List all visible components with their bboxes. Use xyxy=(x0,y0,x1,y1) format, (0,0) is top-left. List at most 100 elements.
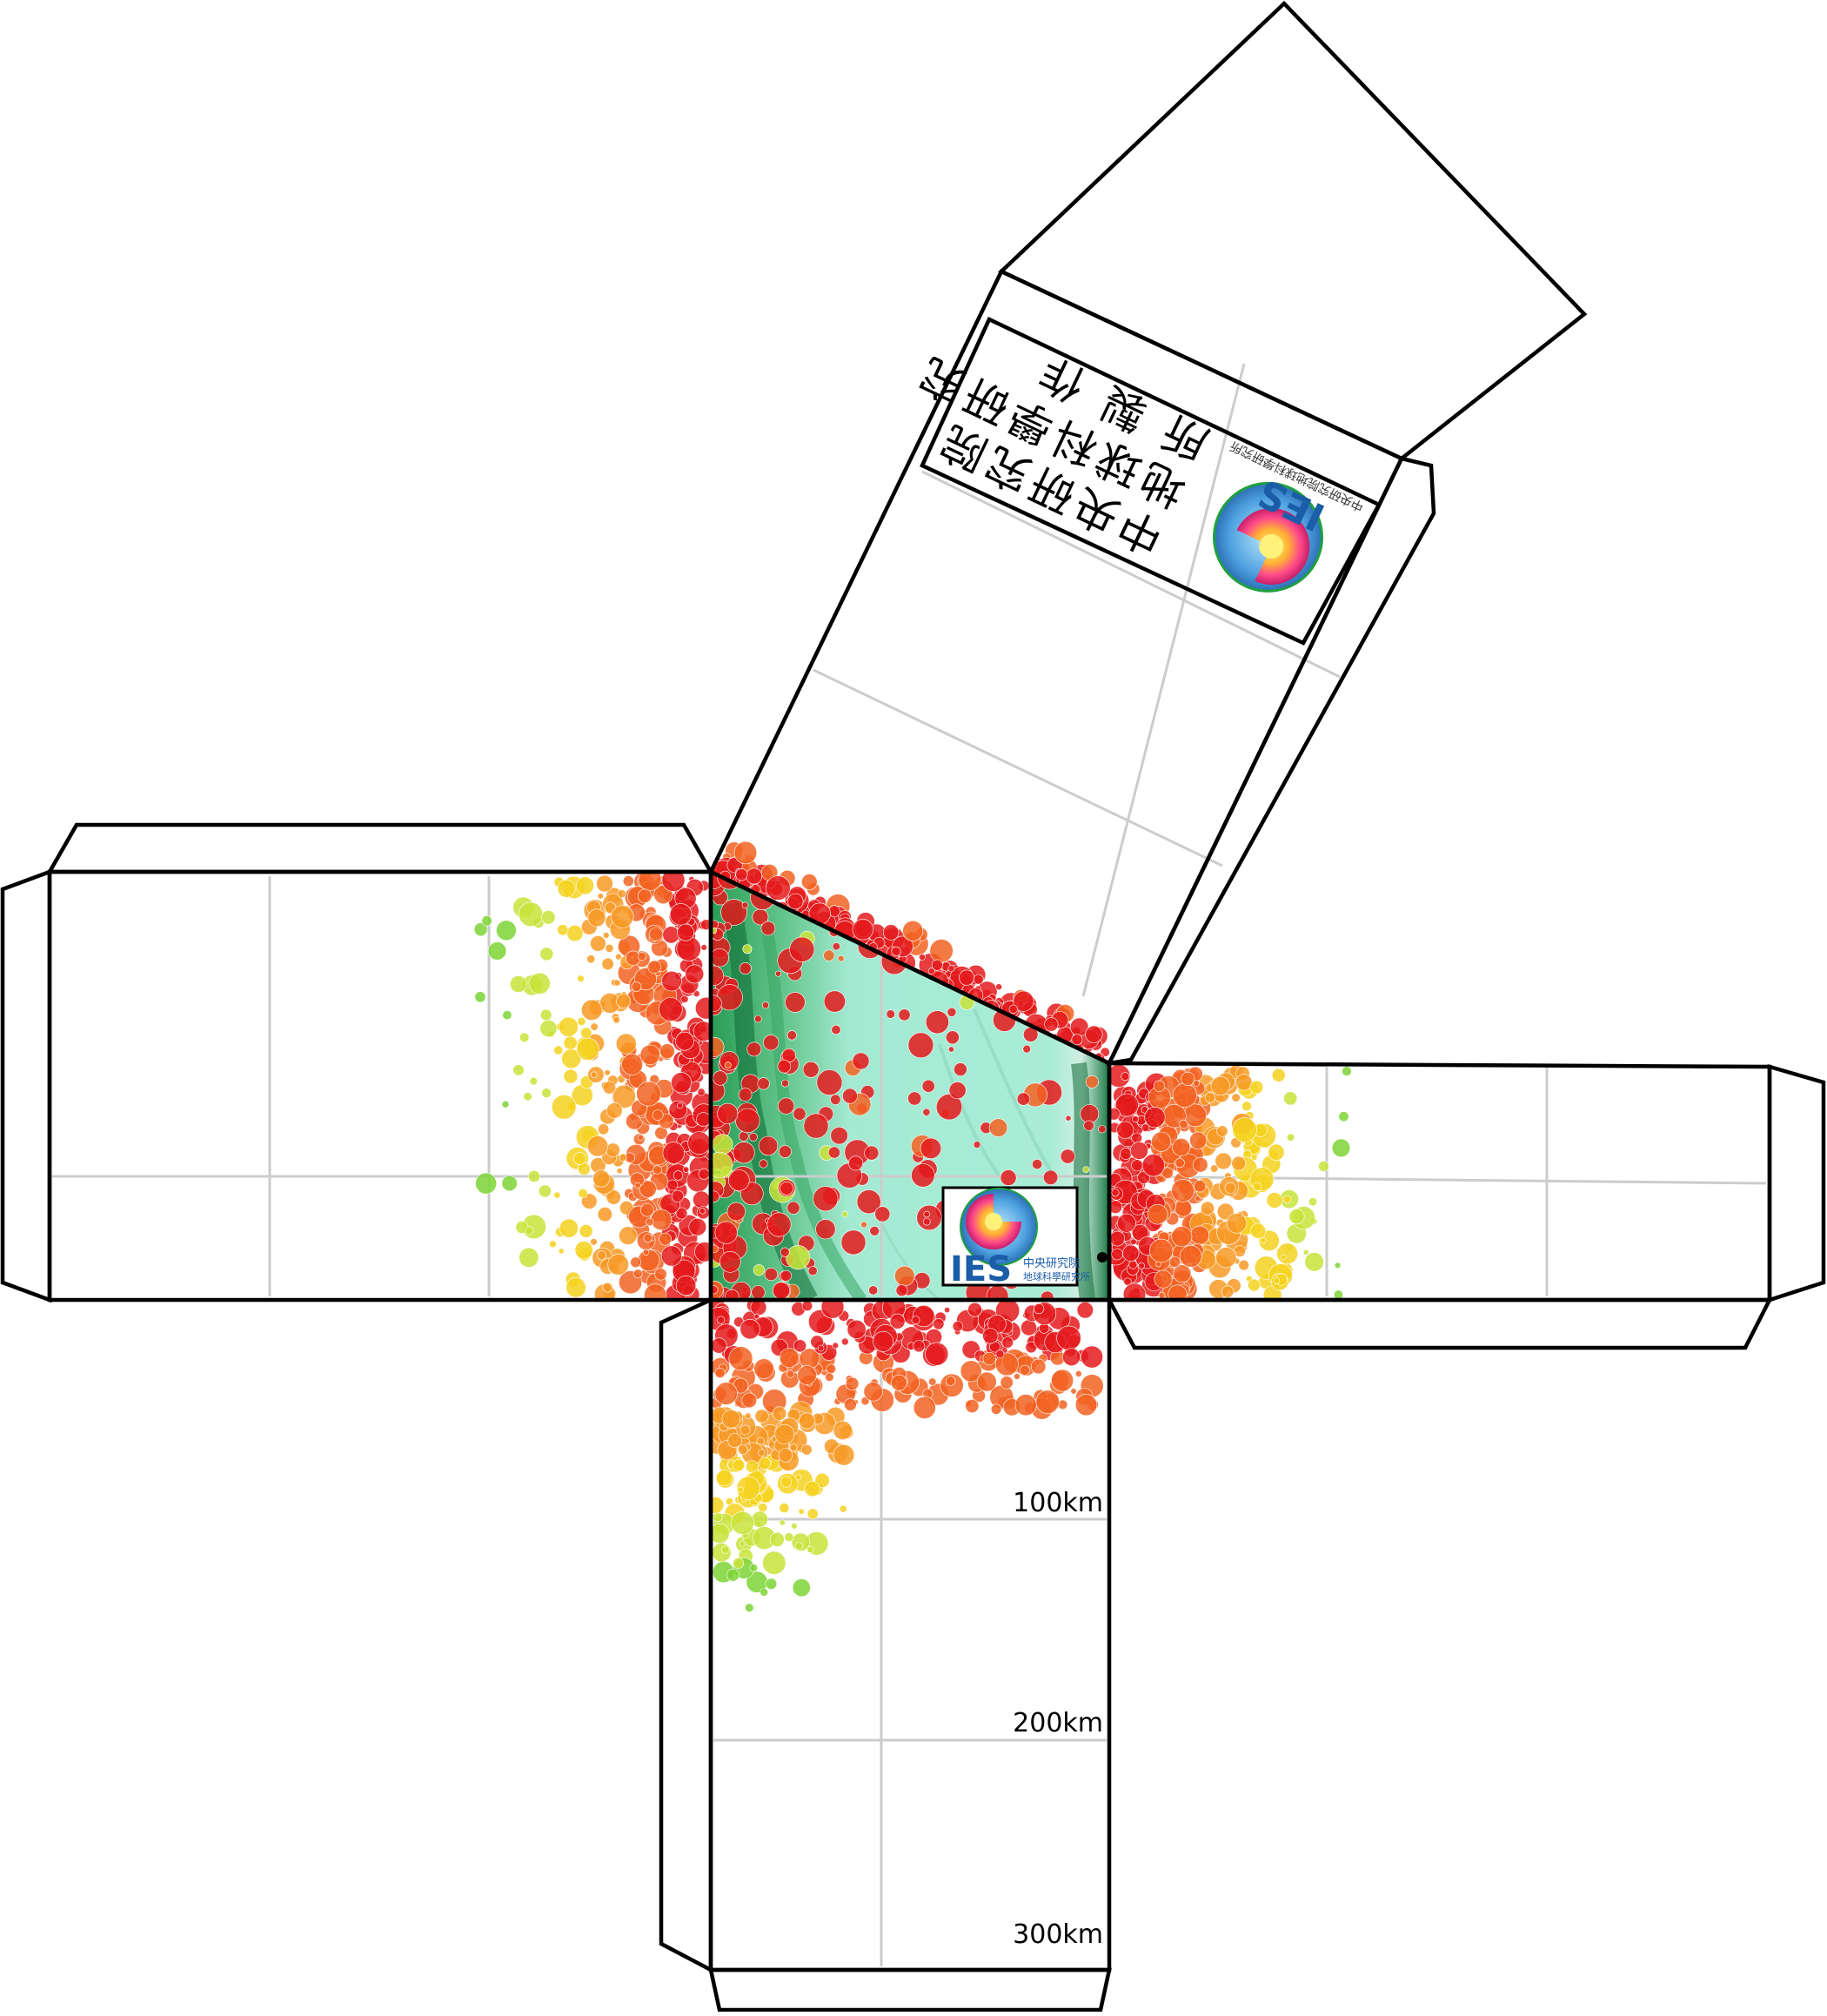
quake-dot-center xyxy=(711,948,729,968)
quake-dot-left xyxy=(559,1218,579,1238)
quake-dot-center xyxy=(786,1030,797,1041)
quake-dot-bottom xyxy=(806,1508,819,1520)
quake-dot-right xyxy=(1120,1148,1132,1160)
quake-dot-left xyxy=(474,991,486,1003)
quake-dot-left xyxy=(573,1152,586,1165)
depth-label-200km: 200km xyxy=(1013,1708,1103,1738)
quake-dot-top xyxy=(995,983,1002,991)
quake-dot-center xyxy=(816,1069,843,1096)
quake-dot-bottom xyxy=(845,1376,860,1391)
quake-dot-top xyxy=(902,920,924,941)
quake-dot-center xyxy=(831,1024,841,1035)
quake-dot-center xyxy=(894,1265,915,1287)
quake-dot-left xyxy=(619,1153,627,1162)
quake-dot-left xyxy=(634,1182,641,1189)
quake-dot-left xyxy=(598,1123,610,1135)
quake-dot-right xyxy=(1130,1238,1137,1246)
quake-dot-left xyxy=(611,905,634,928)
quake-dot-center xyxy=(789,936,815,962)
quake-dot-center xyxy=(1083,1120,1094,1131)
depth-label-300km: 300km xyxy=(1013,1919,1103,1950)
quake-dot-center xyxy=(886,1009,895,1019)
quake-dot-center xyxy=(742,944,753,954)
quake-dot-bottom xyxy=(1056,1325,1081,1351)
quake-dot-left xyxy=(675,1275,697,1296)
quake-dot-left xyxy=(648,927,663,941)
quake-dot-right xyxy=(1144,1106,1166,1129)
quake-dot-bottom xyxy=(765,1577,778,1591)
quake-dot-left xyxy=(659,1232,672,1246)
quake-dot-top xyxy=(882,924,900,941)
quake-dot-bottom xyxy=(727,1433,742,1448)
quake-dot-center xyxy=(753,1264,766,1276)
quake-dot-center xyxy=(853,874,868,889)
quake-dot-bottom xyxy=(728,1346,753,1371)
quake-dot-right xyxy=(1338,1111,1349,1122)
quake-dot-center xyxy=(869,1226,880,1236)
quake-dot-left xyxy=(644,1283,667,1300)
quake-dot-right xyxy=(1248,1278,1261,1292)
quake-dot-center xyxy=(1000,1169,1017,1186)
quake-dot-left xyxy=(496,920,517,941)
quake-dot-left xyxy=(586,1135,609,1157)
quake-dot-right xyxy=(1221,1285,1235,1298)
quake-dot-left xyxy=(699,1208,706,1215)
quake-dot-bottom xyxy=(784,1532,794,1543)
quake-dot-bottom xyxy=(933,1318,945,1330)
quake-dot-bottom xyxy=(769,1531,785,1547)
quake-dot-left xyxy=(559,1016,579,1037)
quake-dot-bottom xyxy=(754,1409,769,1423)
quake-dot-left xyxy=(561,1048,582,1069)
quake-dot-left xyxy=(539,1008,552,1021)
quake-dot-left xyxy=(661,872,686,892)
quake-dot-left xyxy=(677,923,695,941)
quake-dot-center xyxy=(761,1001,769,1009)
quake-dot-right xyxy=(1266,1192,1283,1209)
quake-dot-bottom xyxy=(740,1318,760,1340)
quake-dot-right xyxy=(1273,1277,1281,1284)
quake-dot-left xyxy=(501,1175,518,1192)
earthquake-dots xyxy=(473,841,1352,1613)
quake-dot-center xyxy=(1022,976,1041,994)
quake-dot-left xyxy=(577,975,585,982)
quake-dot-bottom xyxy=(737,1444,748,1455)
quake-dot-right xyxy=(1174,1157,1185,1169)
quake-dot-right xyxy=(1172,1138,1191,1157)
quake-dot-center xyxy=(898,1008,911,1021)
quake-dot-right xyxy=(1302,1249,1309,1256)
quake-dot-bottom xyxy=(913,1340,926,1353)
quake-dot-bottom xyxy=(758,1457,772,1470)
quake-dot-right xyxy=(1232,1117,1257,1142)
quake-dot-right xyxy=(1153,1080,1166,1093)
quake-dot-center xyxy=(754,1015,762,1023)
quake-dot-left xyxy=(652,1109,664,1121)
quake-dot-left xyxy=(696,1112,711,1127)
quake-dot-left xyxy=(586,954,596,964)
quake-dot-left xyxy=(616,994,632,1009)
quake-dot-center xyxy=(925,1010,949,1035)
quake-dot-left xyxy=(659,1043,675,1059)
quake-dot-left xyxy=(669,903,693,926)
quake-dot-center xyxy=(780,1182,794,1196)
quake-dot-bottom xyxy=(976,1371,997,1392)
quake-dot-bottom xyxy=(825,1372,834,1382)
quake-dot-bottom xyxy=(739,1540,746,1547)
quake-dot-bottom xyxy=(994,1352,1019,1376)
quake-dot-left xyxy=(637,888,652,903)
quake-dot-bottom xyxy=(798,1508,805,1515)
quake-dot-right xyxy=(1334,1262,1342,1269)
quake-dot-bottom xyxy=(944,1307,951,1314)
quake-dot-top xyxy=(787,893,804,910)
quake-dot-bottom xyxy=(760,1588,769,1597)
quake-dot-center xyxy=(757,1077,770,1090)
quake-dot-bottom xyxy=(797,1365,817,1385)
quake-dot-top xyxy=(891,946,901,956)
quake-dot-left xyxy=(675,1031,694,1051)
quake-dot-center xyxy=(802,1061,820,1078)
quake-dot-left xyxy=(671,1072,692,1094)
quake-dot-top xyxy=(973,974,984,985)
quake-dot-center xyxy=(780,1269,792,1282)
quake-dot-left xyxy=(602,1081,617,1095)
quake-dot-center xyxy=(724,1062,732,1069)
